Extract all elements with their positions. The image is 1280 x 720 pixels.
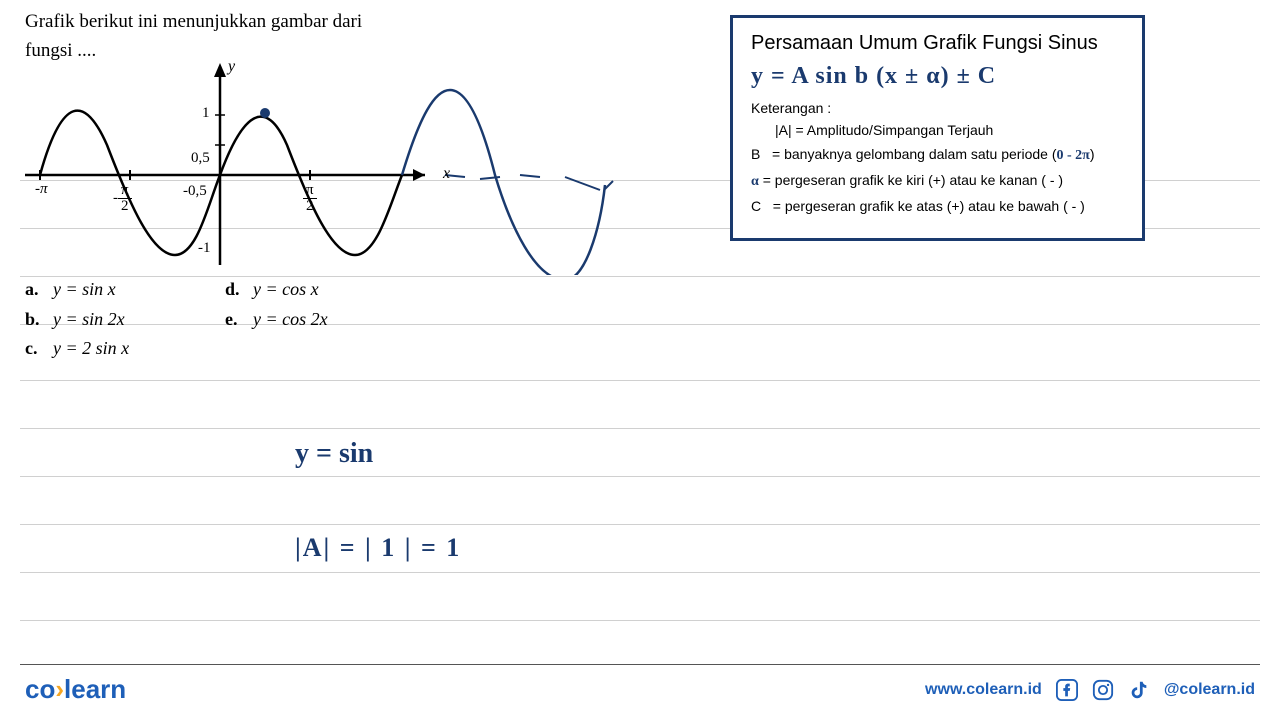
info-item-b: B = banyaknya gelombang dalam satu perio… (751, 146, 1124, 164)
answer-options-col1: a.y = sin x b.y = sin 2x c.y = 2 sin x (25, 275, 129, 364)
ytick-n05: -0,5 (183, 183, 207, 200)
option-e: e.y = cos 2x (225, 305, 328, 335)
instagram-icon (1092, 679, 1114, 701)
handwriting-line1: y = sin (295, 438, 373, 470)
footer-handle: @colearn.id (1164, 681, 1255, 699)
info-keterangan-label: Keterangan : (751, 100, 1124, 116)
x-axis-label: x (443, 165, 450, 183)
option-b: b.y = sin 2x (25, 305, 129, 335)
option-d: d.y = cos x (225, 275, 328, 305)
option-a: a.y = sin x (25, 275, 129, 305)
footer-right: www.colearn.id @colearn.id (925, 679, 1255, 701)
info-formula: y = A sin b (x ± α) ± C (751, 63, 1124, 90)
xtick-neg-pi: -π (35, 181, 48, 198)
sine-graph: y x 1 0,5 -0,5 -1 -π -π2 π2 (25, 55, 635, 275)
footer: co›learn www.colearn.id @colearn.id (25, 674, 1255, 705)
footer-divider (20, 664, 1260, 665)
ytick-1: 1 (202, 105, 210, 122)
tiktok-icon (1128, 679, 1150, 701)
graph-svg (25, 55, 635, 275)
info-item-c: C = pergeseran grafik ke atas (+) atau k… (751, 198, 1124, 214)
info-item-a: |A| = Amplitudo/Simpangan Terjauh (775, 122, 1124, 138)
xtick-pos-pi2: π2 (303, 183, 317, 214)
colearn-logo: co›learn (25, 674, 126, 705)
option-c: c.y = 2 sin x (25, 334, 129, 364)
xtick-neg-pi2: -π2 (113, 183, 132, 214)
y-axis-label: y (228, 58, 235, 76)
info-item-alpha: α = pergeseran grafik ke kiri (+) atau k… (751, 172, 1124, 190)
ytick-n1: -1 (198, 240, 211, 257)
facebook-icon (1056, 679, 1078, 701)
handwriting-line2: |A| = | 1 | = 1 (295, 533, 461, 563)
ytick-05: 0,5 (191, 150, 210, 167)
question-line1: Grafik berikut ini menunjukkan gambar da… (25, 11, 362, 32)
answer-options-col2: d.y = cos x e.y = cos 2x (225, 275, 328, 334)
info-box: Persamaan Umum Grafik Fungsi Sinus y = A… (730, 15, 1145, 241)
info-title: Persamaan Umum Grafik Fungsi Sinus (751, 32, 1124, 55)
footer-website: www.colearn.id (925, 681, 1042, 699)
